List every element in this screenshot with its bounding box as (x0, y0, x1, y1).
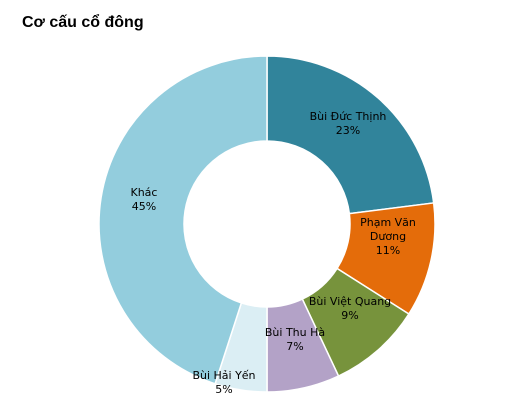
slice-label-0: Bùi Đức Thịnh 23% (310, 110, 387, 137)
slice-label-2: Bùi Việt Quang 9% (309, 295, 391, 322)
slice-value-label: 23% (336, 124, 360, 137)
slice-0 (266, 55, 435, 215)
chart-title: Cơ cấu cổ đông (22, 14, 144, 31)
slice-name-label: Bùi Đức Thịnh (310, 110, 387, 123)
slice-label-1: Phạm Văn Dương 11% (360, 216, 416, 257)
slice-label-4: Bùi Hải Yến 5% (192, 369, 255, 396)
slice-name-label: Bùi Hải Yến (192, 369, 255, 382)
slice-value-label: 45% (132, 200, 156, 213)
slice-value-label: 11% (376, 244, 400, 257)
slice-name-label: Bùi Thu Hà (265, 326, 325, 339)
slice-name-label: Phạm Văn (360, 216, 416, 229)
slice-value-label: 5% (215, 383, 232, 396)
slice-name-label: Dương (370, 230, 406, 243)
slice-value-label: 9% (341, 309, 358, 322)
slice-label-5: Khác 45% (131, 186, 158, 213)
slice-name-label: Bùi Việt Quang (309, 295, 391, 308)
slice-5 (98, 55, 268, 385)
slice-label-3: Bùi Thu Hà 7% (265, 326, 325, 353)
slice-name-label: Khác (131, 186, 158, 199)
slice-value-label: 7% (286, 340, 303, 353)
